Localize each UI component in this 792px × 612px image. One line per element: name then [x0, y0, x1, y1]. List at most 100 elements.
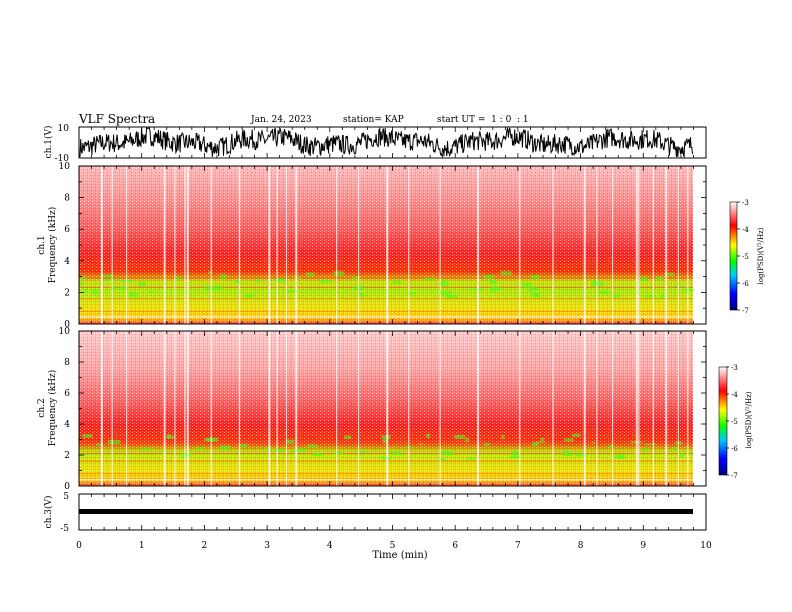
colorbar-tick-label: -5 [742, 253, 749, 261]
green-patch [599, 290, 609, 294]
green-patch [509, 455, 521, 459]
impulse-stripe [596, 166, 598, 324]
impulse-stripe [408, 166, 410, 324]
impulse-stripe [285, 166, 288, 324]
green-patch [91, 289, 99, 295]
green-patch [305, 272, 315, 277]
green-patch [286, 439, 295, 444]
impulse-stripe [583, 331, 586, 486]
green-patch [439, 458, 446, 461]
green-patch [358, 294, 368, 297]
impulse-stripe [184, 331, 186, 486]
impulse-stripe [408, 331, 410, 486]
impulse-stripe [126, 331, 128, 486]
impulse-stripe [652, 331, 654, 486]
green-patch [466, 457, 475, 460]
ch3-ylabel: ch.3(V) [43, 496, 54, 529]
ch2-spectrogram-stripes [100, 331, 689, 486]
impulse-stripe [111, 166, 113, 324]
green-patch [678, 453, 684, 458]
green-patch [644, 443, 656, 446]
green-patch [313, 452, 323, 457]
green-patch [392, 280, 402, 284]
ch3-waveform-ticks [78, 494, 707, 530]
green-patch [234, 280, 241, 284]
green-patch [424, 277, 435, 280]
green-patch [483, 442, 490, 446]
green-patch [564, 438, 574, 442]
green-patch [442, 279, 446, 283]
impulse-stripe [184, 166, 186, 324]
green-patch [138, 281, 146, 287]
ch1-spectrogram-bands [79, 268, 695, 318]
impulse-stripe [210, 166, 212, 324]
green-patch [620, 454, 626, 459]
impulse-stripe [665, 331, 668, 486]
colorbar-tick-label: -7 [742, 307, 749, 315]
green-patch [501, 435, 505, 440]
green-patch [426, 433, 430, 438]
impulse-stripe [174, 331, 176, 486]
colorbar-tick-label: -5 [731, 418, 738, 426]
impulse-stripe [386, 331, 389, 486]
ch3-waveform-trace [79, 509, 693, 514]
green-patch [522, 286, 533, 289]
impulse-stripe [268, 331, 271, 486]
green-patch [84, 290, 88, 293]
green-patch [335, 451, 343, 454]
impulse-stripe [519, 166, 521, 324]
green-patch [79, 277, 86, 280]
ch1-spectrogram-ylabel-channel: ch.1 [37, 235, 47, 254]
green-patch [614, 454, 623, 459]
green-patch [175, 276, 182, 280]
green-patch [512, 451, 519, 456]
freq-tick-label: 4 [64, 257, 70, 267]
green-patch [243, 294, 255, 298]
impulse-stripe [596, 331, 598, 486]
green-patch [319, 280, 331, 283]
green-patch [491, 290, 495, 293]
impulse-stripe [358, 166, 360, 324]
impulse-stripe [186, 331, 189, 486]
colorbar-tick-label: -4 [742, 226, 749, 234]
green-patch [644, 295, 656, 298]
green-patch [446, 294, 458, 299]
green-patch [79, 282, 83, 286]
impulse-stripe [100, 331, 103, 486]
impulse-stripe [611, 166, 614, 324]
time-tick-label: 0 [76, 541, 82, 551]
ch1-ytick-top: 10 [58, 124, 70, 134]
green-patch [392, 451, 402, 455]
green-patch [655, 276, 664, 281]
green-patch [522, 282, 532, 287]
green-patch [195, 446, 204, 450]
colorbar-tick-label: -3 [742, 199, 749, 207]
green-patch [333, 271, 344, 276]
impulse-stripe [285, 331, 288, 486]
green-patch [211, 286, 223, 290]
green-patch [188, 452, 193, 456]
green-patch [101, 274, 113, 278]
impulse-stripe [519, 331, 521, 486]
time-tick-label: 9 [640, 541, 646, 551]
impulse-stripe [583, 166, 586, 324]
green-patch [96, 443, 103, 446]
green-patch [530, 293, 540, 297]
impulse-stripe [439, 166, 441, 324]
green-patch [358, 450, 367, 454]
impulse-stripe [677, 166, 679, 324]
colorbar-tick-label: -6 [742, 280, 749, 288]
ch1-spectrogram-stripes [100, 166, 689, 324]
impulse-stripe [638, 331, 640, 486]
green-patch [489, 286, 501, 291]
green-patch [275, 448, 284, 453]
green-patch [291, 450, 295, 454]
green-patch [500, 271, 512, 276]
green-patch [419, 443, 423, 446]
green-patch [130, 293, 138, 298]
green-patch [532, 442, 539, 447]
ch1-spectrogram-ylabel-frequency: Frequency (kHz) [47, 207, 58, 284]
freq-tick-label: 2 [64, 288, 70, 298]
freq-tick-label: 0 [64, 320, 70, 330]
